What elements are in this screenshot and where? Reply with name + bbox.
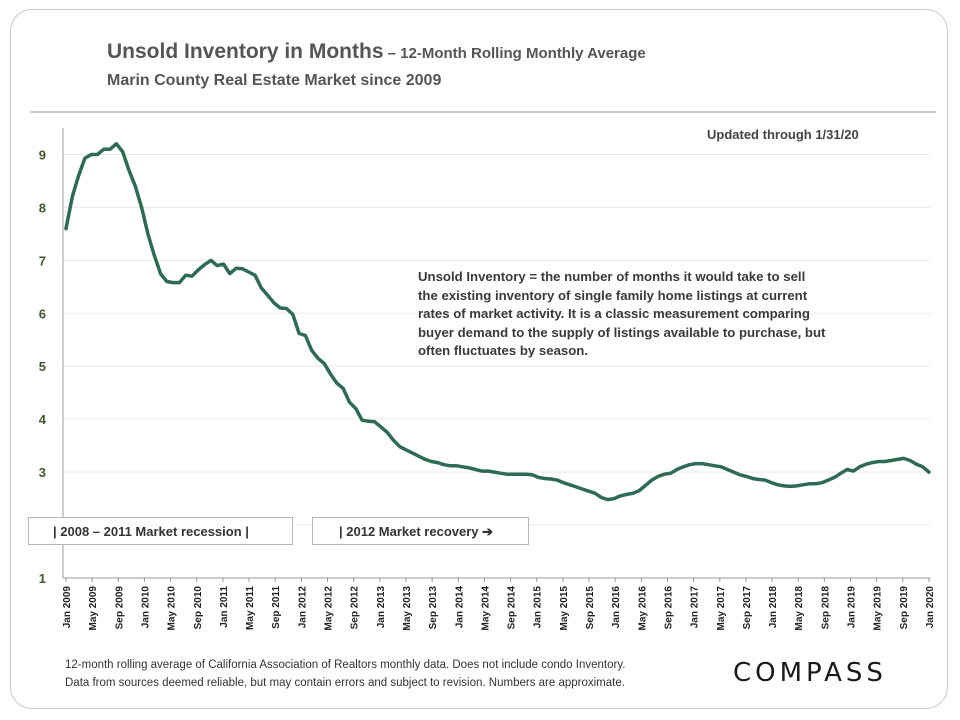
y-tick-label: 5 xyxy=(39,359,46,374)
x-tick-label: Jan 2010 xyxy=(140,586,151,629)
header-divider xyxy=(30,111,936,113)
footnote-line-1: 12-month rolling average of California A… xyxy=(65,659,626,671)
y-tick-label: 4 xyxy=(39,412,47,427)
series-line-unsold-inventory xyxy=(64,142,931,502)
y-tick-label: 7 xyxy=(39,253,46,268)
x-tick-label: Sep 2013 xyxy=(428,586,439,630)
x-tick-label: Jan 2013 xyxy=(376,586,387,629)
x-tick-label: May 2009 xyxy=(88,586,99,631)
x-tick-label: Sep 2012 xyxy=(350,586,361,630)
x-tick-label: Jan 2018 xyxy=(768,586,779,629)
x-tick-label: May 2011 xyxy=(245,586,256,630)
compass-logo: COMPASS xyxy=(733,658,887,688)
chart-title-suffix: – 12-Month Rolling Monthly Average xyxy=(383,45,646,62)
y-tick-label: 8 xyxy=(39,200,46,215)
x-tick-label: Jan 2015 xyxy=(533,586,544,629)
x-tick-label: Jan 2019 xyxy=(847,586,858,629)
x-tick-label: May 2019 xyxy=(873,586,884,631)
x-tick-label: Jan 2016 xyxy=(611,586,622,629)
x-tick-label: May 2013 xyxy=(402,586,413,631)
x-tick-label: Sep 2018 xyxy=(820,586,831,630)
x-tick-label: Sep 2015 xyxy=(585,586,596,630)
definition-note: Unsold Inventory = the number of months … xyxy=(418,269,826,358)
x-tick-label: May 2016 xyxy=(637,586,648,631)
x-tick-label: Sep 2017 xyxy=(742,586,753,630)
x-tick-label: Sep 2011 xyxy=(271,586,282,629)
x-tick-label: Jan 2009 xyxy=(62,586,73,629)
chart-title: Unsold Inventory in Months – 12-Month Ro… xyxy=(107,40,646,64)
chart-frame xyxy=(10,9,948,709)
x-tick-label: Sep 2010 xyxy=(193,586,204,630)
x-tick-label: Sep 2019 xyxy=(899,586,910,630)
x-tick-label: Jan 2014 xyxy=(454,586,465,629)
x-tick-label: Sep 2014 xyxy=(507,586,518,630)
x-tick-label: May 2010 xyxy=(167,586,178,631)
updated-note: Updated through 1/31/20 xyxy=(707,127,859,142)
recovery-label: | 2012 Market recovery ➔ xyxy=(312,517,529,545)
recession-label: | 2008 – 2011 Market recession | xyxy=(28,517,293,545)
y-tick-label: 9 xyxy=(39,147,46,162)
x-tick-label: May 2014 xyxy=(480,586,491,631)
y-tick-label: 6 xyxy=(39,306,46,321)
x-tick-label: Sep 2009 xyxy=(114,586,125,630)
y-tick-label: 3 xyxy=(39,465,46,480)
x-tick-label: Sep 2016 xyxy=(663,586,674,630)
footnote-line-2: Data from sources deemed reliable, but m… xyxy=(65,677,625,689)
x-tick-label: May 2012 xyxy=(324,586,335,631)
chart-title-main: Unsold Inventory in Months xyxy=(107,40,384,63)
y-tick-label: 1 xyxy=(39,571,46,586)
x-tick-label: May 2017 xyxy=(716,586,727,631)
x-tick-label: Jan 2011 xyxy=(219,586,230,628)
x-tick-label: May 2015 xyxy=(559,586,570,631)
x-tick-label: Jan 2017 xyxy=(690,586,701,629)
source-footnote: 12-month rolling average of California A… xyxy=(65,656,625,692)
x-tick-label: May 2018 xyxy=(794,586,805,631)
x-tick-label: Jan 2020 xyxy=(925,586,936,629)
chart-subtitle: Marin County Real Estate Market since 20… xyxy=(107,72,442,89)
x-tick-label: Jan 2012 xyxy=(297,586,308,629)
